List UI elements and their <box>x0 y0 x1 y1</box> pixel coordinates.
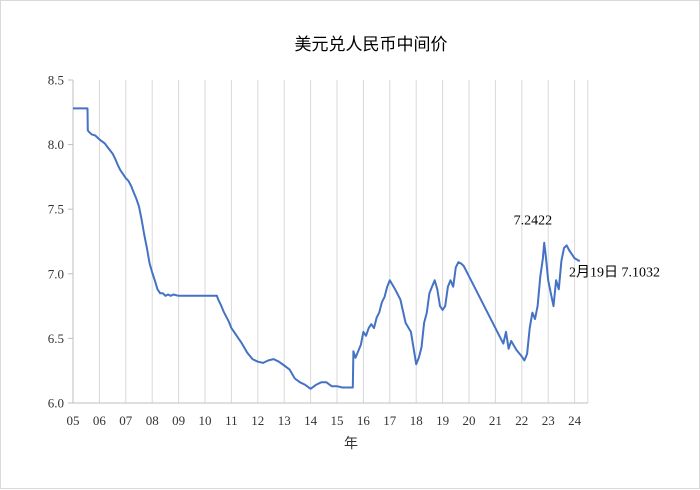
x-tick-label: 22 <box>515 413 528 428</box>
x-tick-label: 07 <box>119 413 133 428</box>
annotation-peak: 7.2422 <box>514 214 553 229</box>
y-tick-label: 6.0 <box>48 396 64 411</box>
y-tick-label: 6.5 <box>48 331 64 346</box>
annotation-latest: 2月19日 7.1032 <box>569 264 660 280</box>
x-axis-label: 年 <box>344 436 358 452</box>
axes <box>72 80 588 404</box>
x-tick-label: 20 <box>463 413 476 428</box>
x-tick-label: 08 <box>146 413 159 428</box>
x-tick-label: 17 <box>383 413 397 428</box>
x-axis-ticks: 05 06 07 08 09 10 11 12 13 14 15 16 17 18 19 20 21 22 23 24 <box>67 413 582 428</box>
x-tick-label: 15 <box>331 413 344 428</box>
x-tick-label: 16 <box>357 413 371 428</box>
y-tick-label: 8.0 <box>48 137 64 152</box>
chart-title: 美元兑人民币中间价 <box>295 35 448 55</box>
x-tick-label: 10 <box>199 413 212 428</box>
x-tick-label: 24 <box>568 413 582 428</box>
annotations: 7.2422 2月19日 7.1032 <box>514 214 660 281</box>
x-tick-label: 21 <box>489 413 502 428</box>
x-tick-label: 12 <box>251 413 264 428</box>
y-tick-label: 8.5 <box>48 73 64 88</box>
x-tick-label: 18 <box>410 413 423 428</box>
gridlines <box>72 80 589 403</box>
x-tick-label: 05 <box>67 413 80 428</box>
x-tick-label: 06 <box>93 413 107 428</box>
x-tick-label: 09 <box>172 413 185 428</box>
x-tick-label: 14 <box>304 413 318 428</box>
series-line <box>73 107 581 390</box>
y-axis-ticks: 6.0 6.5 7.0 7.5 8.0 8.5 <box>48 73 73 411</box>
x-tick-label: 19 <box>436 413 449 428</box>
x-tick-label: 13 <box>278 413 291 428</box>
x-tick-label: 23 <box>542 413 555 428</box>
y-tick-label: 7.5 <box>48 202 64 217</box>
y-tick-label: 7.0 <box>48 266 64 281</box>
x-tick-label: 11 <box>225 413 238 428</box>
